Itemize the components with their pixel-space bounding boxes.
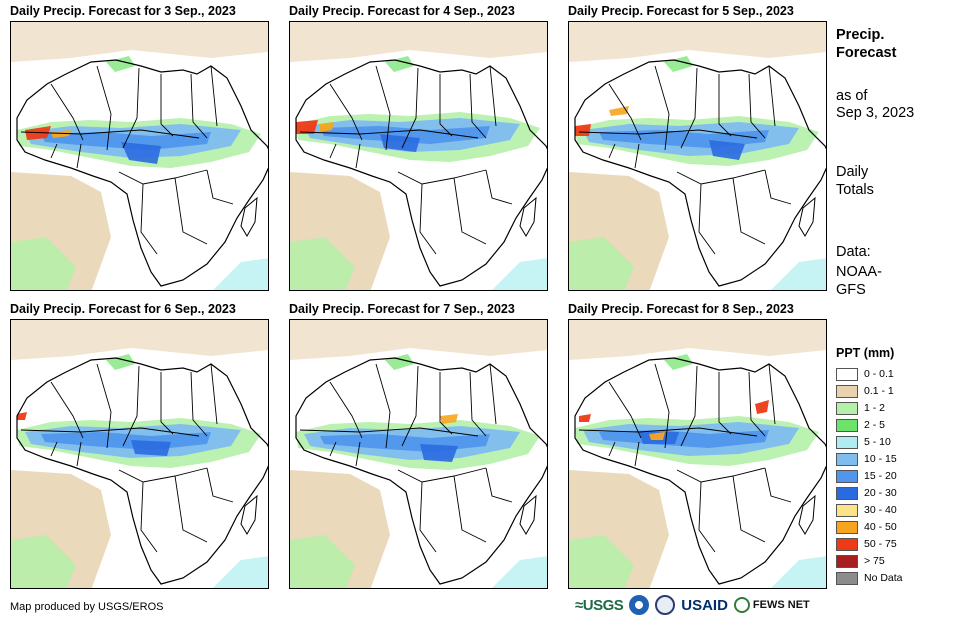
legend-item: 15 - 20 [836, 469, 897, 483]
legend-swatch [836, 554, 858, 568]
legend-swatch [836, 367, 858, 381]
sidebar-data-3: GFS [836, 282, 866, 298]
noaa-logo-icon [629, 595, 650, 615]
legend-item: No Data [836, 571, 903, 585]
map-panel-sep3 [10, 21, 269, 291]
legend-item: 50 - 75 [836, 537, 897, 551]
legend-item: 10 - 15 [836, 452, 897, 466]
legend-item: 20 - 30 [836, 486, 897, 500]
legend-label: 20 - 30 [864, 487, 897, 499]
legend-label: 0.1 - 1 [864, 385, 894, 397]
map-panel-sep8 [568, 319, 827, 589]
panel-title-sep8: Daily Precip. Forecast for 8 Sep., 2023 [568, 302, 794, 316]
legend-swatch [836, 469, 858, 483]
legend-swatch [836, 537, 858, 551]
legend-swatch [836, 503, 858, 517]
legend-label: 0 - 0.1 [864, 368, 894, 380]
map-panel-sep5 [568, 21, 827, 291]
legend-label: 2 - 5 [864, 419, 886, 431]
map-panel-sep6 [10, 319, 269, 589]
sidebar-totals-2: Totals [836, 182, 874, 198]
panel-title-sep3: Daily Precip. Forecast for 3 Sep., 2023 [10, 4, 236, 18]
legend-label: 1 - 2 [864, 402, 886, 414]
africa-map-svg [569, 22, 826, 290]
africa-map-svg [569, 320, 826, 588]
legend-swatch [836, 452, 858, 466]
africa-map-svg [11, 22, 268, 290]
fews-net-label: FEWS NET [752, 599, 810, 611]
usda-seal-icon [655, 595, 676, 615]
sidebar-title-1: Precip. [836, 27, 885, 43]
legend-label: No Data [864, 572, 903, 584]
legend-item: 40 - 50 [836, 520, 897, 534]
usaid-logo: USAID [681, 596, 728, 614]
partner-logos: ≈USGS USAID FEWS NET [575, 595, 810, 615]
fews-net-logo: FEWS NET [733, 597, 810, 613]
legend-swatch [836, 435, 858, 449]
legend-swatch [836, 571, 858, 585]
sidebar-data-1: Data: [836, 244, 871, 260]
legend-item: 30 - 40 [836, 503, 897, 517]
legend-title: PPT (mm) [836, 346, 895, 360]
sidebar-asof-1: as of [836, 88, 868, 104]
sidebar-title-2: Forecast [836, 45, 897, 61]
panel-title-sep7: Daily Precip. Forecast for 7 Sep., 2023 [289, 302, 515, 316]
legend-item: 2 - 5 [836, 418, 885, 432]
panel-title-sep6: Daily Precip. Forecast for 6 Sep., 2023 [10, 302, 236, 316]
legend-label: 50 - 75 [864, 538, 897, 550]
legend-swatch [836, 418, 858, 432]
legend-item: 1 - 2 [836, 401, 885, 415]
legend-swatch [836, 384, 858, 398]
panel-title-sep5: Daily Precip. Forecast for 5 Sep., 2023 [568, 4, 794, 18]
sidebar-asof-2: Sep 3, 2023 [836, 105, 915, 121]
legend-item: > 75 [836, 554, 885, 568]
africa-map-svg [290, 320, 547, 588]
usgs-logo: ≈USGS [575, 596, 624, 614]
legend-swatch [836, 520, 858, 534]
panel-title-sep4: Daily Precip. Forecast for 4 Sep., 2023 [289, 4, 515, 18]
legend-item: 0 - 0.1 [836, 367, 894, 381]
legend-swatch [836, 401, 858, 415]
legend-label: 5 - 10 [864, 436, 891, 448]
legend-item: 0.1 - 1 [836, 384, 894, 398]
sidebar-totals-1: Daily [836, 164, 869, 180]
map-credit: Map produced by USGS/EROS [10, 601, 164, 613]
map-panel-sep4 [289, 21, 548, 291]
sidebar-data-2: NOAA- [836, 264, 882, 280]
legend-label: > 75 [864, 555, 885, 567]
legend-label: 30 - 40 [864, 504, 897, 516]
legend-label: 15 - 20 [864, 470, 897, 482]
fews-globe-icon [733, 597, 750, 613]
legend-swatch [836, 486, 858, 500]
legend-label: 10 - 15 [864, 453, 897, 465]
map-panel-sep7 [289, 319, 548, 589]
africa-map-svg [11, 320, 268, 588]
legend-item: 5 - 10 [836, 435, 891, 449]
legend-label: 40 - 50 [864, 521, 897, 533]
africa-map-svg [290, 22, 547, 290]
